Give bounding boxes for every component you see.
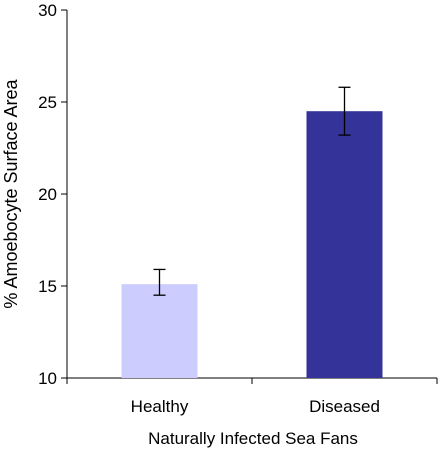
- y-tick-label: 20: [38, 185, 57, 204]
- y-tick-label: 25: [38, 93, 57, 112]
- bars: [121, 111, 383, 378]
- bar-diseased: [306, 111, 383, 378]
- y-tick-label: 15: [38, 277, 57, 296]
- x-tick-label: Diseased: [309, 397, 380, 416]
- x-axis-label: Naturally Infected Sea Fans: [148, 429, 358, 448]
- y-axis: 10 15 20 25 30: [38, 1, 68, 388]
- y-tick-label: 30: [38, 1, 57, 20]
- error-bars: [153, 86, 351, 296]
- x-tick-label: Healthy: [131, 397, 189, 416]
- y-tick-label: 10: [38, 369, 57, 388]
- bar-healthy: [121, 284, 198, 378]
- y-axis-label: % Amoebocyte Surface Area: [1, 78, 21, 308]
- x-axis: Healthy Diseased: [66, 377, 438, 416]
